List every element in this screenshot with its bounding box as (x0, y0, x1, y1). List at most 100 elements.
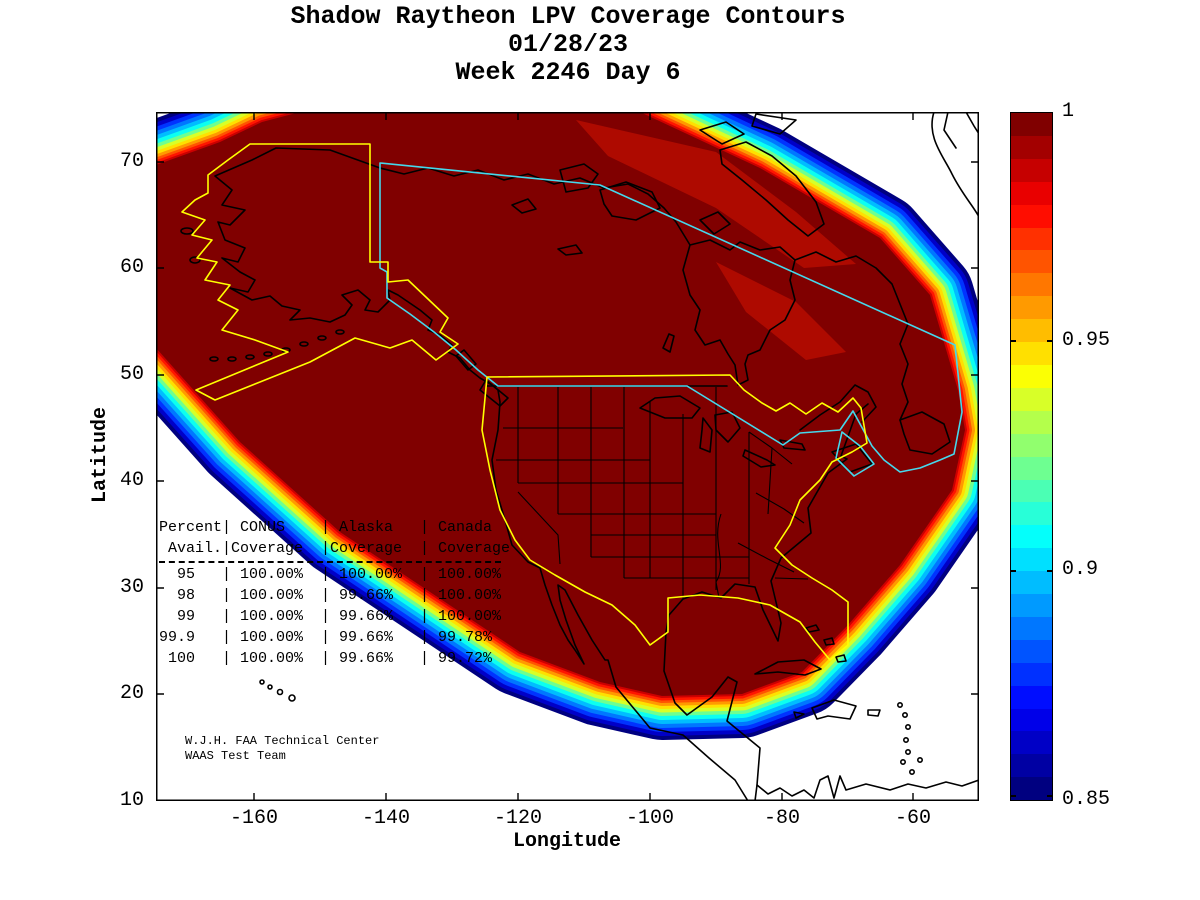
conus-boundary (481, 374, 868, 661)
plot-subtitle-week: Week 2246 Day 6 (455, 58, 681, 87)
coast-newfoundland (899, 411, 951, 455)
colorbar-step (1011, 319, 1052, 343)
colorbar-step (1011, 410, 1052, 434)
colorbar-tick-label: 1 (1062, 100, 1075, 123)
colorbar-tick (1011, 570, 1016, 572)
islands-bahamas (805, 624, 847, 663)
coast-alaska-westcoast-mexico (214, 147, 749, 801)
coast-arctic (379, 167, 691, 246)
colorbar-step (1011, 250, 1052, 274)
colorbar (1010, 112, 1053, 801)
y-tick-label: 50 (119, 363, 144, 386)
y-tick-label: 30 (119, 576, 144, 599)
table-row: 95 | 100.00% | 100.00% | 100.00% (159, 566, 502, 583)
lake-winnipeg (662, 333, 675, 353)
colorbar-step (1011, 479, 1052, 503)
axis-tick-marks (156, 112, 979, 801)
colorbar-tick-label: 0.95 (1062, 329, 1111, 352)
colorbar-tick-label: 0.9 (1062, 558, 1099, 581)
coast-labrador (794, 251, 909, 421)
y-tick-label: 60 (119, 256, 144, 279)
x-tick-label: -100 (625, 807, 674, 830)
availability-table: Percent| CONUS | Alaska | Canada Avail.|… (159, 517, 510, 669)
colorbar-step (1011, 777, 1052, 801)
credit-line: WAAS Test Team (185, 749, 286, 763)
colorbar-step (1011, 548, 1052, 572)
island-puerto-rico (867, 709, 881, 717)
coverage-map-svg (156, 112, 979, 801)
x-tick-label: -160 (229, 807, 278, 830)
island-southampton (699, 211, 731, 235)
colorbar-step (1011, 639, 1052, 663)
table-row: 99 | 100.00% | 99.66% | 100.00% (159, 608, 502, 625)
coast-hudson-bay (682, 239, 796, 386)
colorbar-step (1011, 387, 1052, 411)
plot-subtitle-date: 01/28/23 (507, 30, 629, 59)
colorbar-step (1011, 616, 1052, 640)
island-specks (180, 227, 923, 775)
island-jamaica (793, 711, 805, 719)
plot-title: Shadow Raytheon LPV Coverage Contours (290, 2, 846, 31)
credit-text: W.J.H. FAA Technical Center WAAS Test Te… (185, 734, 379, 764)
colorbar-step (1011, 158, 1052, 182)
table-header-row: Percent| CONUS | Alaska | Canada (159, 519, 493, 536)
lake-michigan (699, 417, 713, 453)
table-row: 100 | 100.00% | 99.66% | 99.72% (159, 650, 493, 667)
table-row: 98 | 100.00% | 99.66% | 100.00% (159, 587, 502, 604)
coast-st-lawrence (799, 384, 877, 431)
colorbar-step (1011, 571, 1052, 595)
lake-superior (639, 395, 701, 419)
colorbar-step (1011, 594, 1052, 617)
canada-boundary (379, 162, 963, 477)
colorbar-step (1011, 685, 1052, 709)
colorbar-tick-label: 0.85 (1062, 788, 1111, 811)
lake-erie (742, 449, 776, 468)
coast-us-east-gulf-centam (663, 403, 869, 801)
us-state-boundaries (496, 387, 809, 599)
alaska-boundary (181, 143, 459, 401)
x-axis-label: Longitude (512, 830, 622, 853)
colorbar-tick (1047, 340, 1052, 342)
coast-greenland (931, 112, 979, 218)
colorbar-step (1011, 342, 1052, 365)
colorbar-step (1011, 456, 1052, 480)
coast-panama-south-america (756, 775, 979, 799)
island-hispaniola (811, 699, 857, 720)
y-tick-label: 20 (119, 682, 144, 705)
island-baffin (719, 141, 825, 237)
island-cuba (754, 659, 822, 676)
colorbar-step (1011, 731, 1052, 755)
table-row: 99.9 | 100.00% | 99.66% | 99.78% (159, 629, 493, 646)
x-tick-label: -60 (894, 807, 931, 830)
colorbar-step (1011, 525, 1052, 549)
colorbar-step (1011, 227, 1052, 251)
x-tick-label: -140 (361, 807, 410, 830)
colorbar-step (1011, 135, 1052, 159)
island-devon (699, 121, 745, 145)
colorbar-step (1011, 708, 1052, 732)
colorbar-step (1011, 204, 1052, 228)
colorbar-tick (1047, 570, 1052, 572)
colorbar-step (1011, 113, 1052, 136)
colorbar-step (1011, 296, 1052, 320)
colorbar-step (1011, 754, 1052, 778)
coverage-contour-bands (156, 112, 979, 740)
colorbar-tick (1011, 340, 1016, 342)
lake-great-slave (557, 244, 583, 256)
island-vancouver (479, 379, 509, 407)
colorbar-tick (1047, 795, 1052, 797)
lake-great-bear (511, 198, 537, 214)
table-header-row: Avail.|Coverage |Coverage | Coverage (159, 540, 511, 557)
y-tick-label: 40 (119, 469, 144, 492)
plot-frame (156, 112, 979, 801)
colorbar-step (1011, 662, 1052, 686)
island-victoria (599, 181, 661, 221)
island-banks (559, 163, 599, 193)
y-tick-label: 70 (119, 150, 144, 173)
colorbar-step (1011, 273, 1052, 297)
colorbar-step (1011, 181, 1052, 205)
x-tick-label: -120 (493, 807, 542, 830)
colorbar-step (1011, 364, 1052, 388)
colorbar-step (1011, 433, 1052, 457)
